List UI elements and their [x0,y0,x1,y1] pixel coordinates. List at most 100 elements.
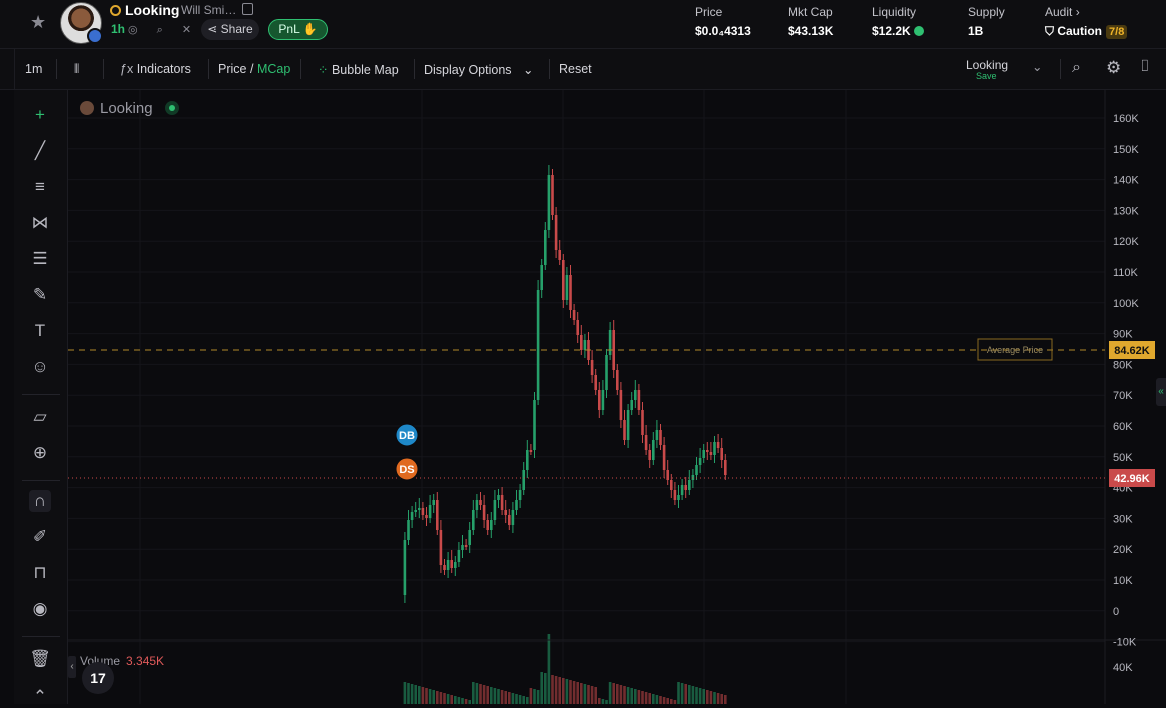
brush-icon[interactable]: ✎ [32,285,48,304]
volume-bar [540,672,543,704]
ds-marker[interactable] [395,457,419,481]
candle-body [403,540,407,595]
candle-body [641,410,644,435]
volume-bar [446,694,450,704]
candle-body [414,510,417,512]
price-axis-tick: 120K [1113,236,1139,248]
eye-icon[interactable]: ◉ [32,599,48,618]
expand-panel-icon[interactable]: « [1156,378,1166,406]
candle-body [569,275,572,310]
candle-body [594,375,597,390]
candle-body [605,355,608,390]
volume-bar [648,693,651,704]
volume-bar [511,693,515,704]
reset-button[interactable]: Reset [559,62,592,76]
trend-line-icon[interactable]: ╱ [34,141,46,160]
volume-bar [637,690,641,704]
horizontal-lines-icon[interactable]: ≡ [35,177,45,196]
zoom-in-icon[interactable]: ⊕ [32,443,48,462]
volume-bar [536,690,540,704]
page-edge [0,49,15,704]
volume-bar [436,691,439,704]
candle-body [482,505,486,520]
layout-name[interactable]: Looking [966,58,1009,72]
volume-bar [544,673,547,704]
candle-body [684,485,687,490]
indicators-button[interactable]: ƒx Indicators [120,62,191,76]
copy-icon[interactable] [242,3,253,15]
volume-bar [439,692,443,704]
candle-body [677,495,680,500]
interval-button[interactable]: 1m [25,62,43,76]
bubble-icon: ⁘ [318,63,332,77]
social-links[interactable]: ◎ ⌕ ✕ ◍ [128,24,228,36]
chevron-right-icon: › [1075,5,1080,19]
star-icon[interactable]: ★ [30,12,47,32]
volume-bar [569,680,572,704]
candle-body [666,470,669,480]
candle-body [468,530,471,545]
bubble-map-button[interactable]: ⁘ Bubble Map [318,63,399,77]
volume-bar [641,691,644,704]
volume-bar [472,682,475,704]
collapse-icon[interactable]: ‹ [68,656,76,678]
price-axis-tick: 90K [1113,329,1133,341]
candle-body [634,390,637,400]
display-options-dropdown[interactable]: Display Options ⌄ [424,63,534,77]
candle-body [720,448,723,460]
candle-type-icon[interactable]: ⫴ [74,62,80,76]
candle-body [536,290,540,400]
volume-bar [583,684,587,704]
volume-bar [508,692,511,704]
gear-icon[interactable]: ⚙ [1106,58,1122,77]
magnet-icon[interactable]: ∩ [29,490,51,512]
lock-icon[interactable]: ⊓ [33,563,47,582]
chevron-up-icon[interactable]: ⌃ [32,687,48,706]
db-marker[interactable] [395,423,419,447]
candle-body [457,550,461,562]
volume-bar [587,685,590,704]
text-icon[interactable]: T [34,321,46,340]
magnifier-icon[interactable]: ⌕ [1072,59,1081,76]
volume-bar [644,692,648,704]
volume-bar [497,689,500,704]
tradingview-logo[interactable]: 17 [82,662,114,694]
lock-icon [913,26,924,36]
emoji-icon[interactable]: ☺ [31,357,49,376]
candle-body [637,390,641,410]
pnl-button[interactable]: PnL ✋ [268,19,328,40]
price-chart[interactable]: 160K 150K 140K 130K 120K 110K 100K 90K 80K 70K 60K… [68,90,1166,704]
candle-body [500,495,504,510]
token-age: 1h [111,22,126,36]
lock-drawings-icon[interactable]: ✐ [32,527,48,546]
candle-body [673,490,677,500]
divider [1060,59,1061,79]
volume-bar [490,687,493,704]
average-price-label: Average Price [987,345,1043,355]
candle-body [688,480,691,490]
price-mcap-toggle[interactable]: Price / MCap [218,62,291,76]
candle-body [695,465,698,475]
stat-price: Price $0.0₄4313 [695,5,751,38]
share-button[interactable]: ⋖ Share [201,19,259,40]
trash-icon[interactable]: 🗑 [29,649,51,668]
stat-audit[interactable]: Audit › ⛉ Caution 7/8 [1045,5,1128,39]
fib-icon[interactable]: ☰ [32,249,48,268]
chevron-down-icon[interactable]: ⌄ [1032,60,1043,74]
candle-body [630,400,633,410]
divider [103,59,104,79]
volume-bar [724,695,727,704]
chart-canvas[interactable]: 160K 150K 140K 130K 120K 110K 100K 90K 80K 70K 60K… [68,90,1166,704]
camera-icon[interactable]: ⌷ [1140,58,1150,75]
token-ticker: Looking [110,2,179,18]
save-status[interactable]: Save [976,71,997,81]
crosshair-icon[interactable]: + [35,105,45,124]
volume-bar [558,677,561,704]
candle-body [540,265,543,290]
pattern-icon[interactable]: ⋈ [31,213,49,232]
drawing-toolbar: + ╱ ≡ ⋈ ☰ ✎ T ☺ ▱ ⊕ ∩ ✐ ⊓ ◉ 🗑 ⌃ [14,90,68,706]
volume-bar [619,685,623,704]
average-price-value: 84.62K [1114,345,1150,357]
ruler-icon[interactable]: ▱ [33,407,47,426]
candle-body [619,390,623,420]
